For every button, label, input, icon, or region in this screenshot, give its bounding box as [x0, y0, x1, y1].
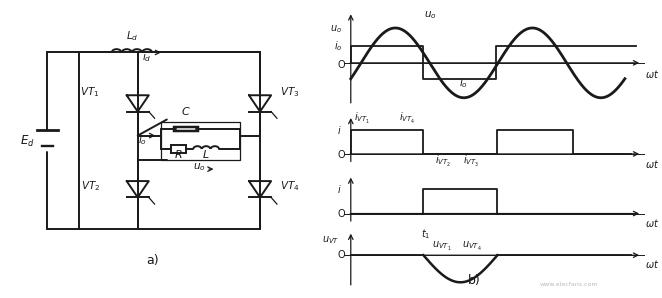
Text: O: O	[338, 60, 346, 70]
Text: $VT_4$: $VT_4$	[281, 179, 300, 193]
Text: $i$: $i$	[338, 184, 342, 195]
Text: $VT_2$: $VT_2$	[81, 179, 100, 193]
Text: $\omega t$: $\omega t$	[645, 158, 659, 170]
Text: $u_{VT_4}$: $u_{VT_4}$	[462, 240, 481, 253]
Text: $t_1$: $t_1$	[421, 228, 430, 241]
Text: $u_{VT_1}$: $u_{VT_1}$	[432, 240, 451, 253]
Text: www.elecfans.com: www.elecfans.com	[540, 282, 598, 287]
Text: $L_d$: $L_d$	[126, 29, 138, 43]
Text: O: O	[338, 209, 346, 219]
Text: $u_o$: $u_o$	[330, 24, 342, 35]
Text: $i_o$: $i_o$	[138, 134, 146, 148]
Text: $i_o$: $i_o$	[334, 39, 342, 53]
Text: $R$: $R$	[174, 148, 183, 160]
Text: $\omega t$: $\omega t$	[645, 68, 659, 80]
Text: $u_o$: $u_o$	[193, 161, 205, 173]
Text: $i_{VT_2}$: $i_{VT_2}$	[434, 154, 451, 169]
Text: O: O	[338, 250, 346, 260]
Text: $\omega t$: $\omega t$	[645, 258, 659, 270]
Text: $i_{VT_1}$: $i_{VT_1}$	[354, 111, 370, 126]
Text: $VT_1$: $VT_1$	[80, 85, 100, 99]
Text: $u_o$: $u_o$	[424, 9, 437, 21]
Text: $E_d$: $E_d$	[20, 134, 34, 148]
Text: $\omega t$: $\omega t$	[645, 217, 659, 229]
Text: a): a)	[146, 254, 159, 267]
Text: O: O	[338, 150, 346, 160]
Text: $VT_3$: $VT_3$	[281, 85, 300, 99]
Text: $i_o$: $i_o$	[459, 76, 467, 89]
Text: $i_{VT_4}$: $i_{VT_4}$	[399, 111, 415, 126]
Text: b): b)	[468, 274, 481, 287]
Text: $C$: $C$	[181, 105, 191, 117]
Bar	[171, 145, 186, 153]
Text: $u_{VT}$: $u_{VT}$	[322, 235, 340, 246]
Text: $L$: $L$	[203, 148, 210, 160]
Text: $i_{VT_3}$: $i_{VT_3}$	[463, 154, 479, 169]
Text: $i$: $i$	[338, 124, 342, 136]
Bar	[161, 122, 240, 160]
Text: $i_d$: $i_d$	[142, 50, 151, 64]
